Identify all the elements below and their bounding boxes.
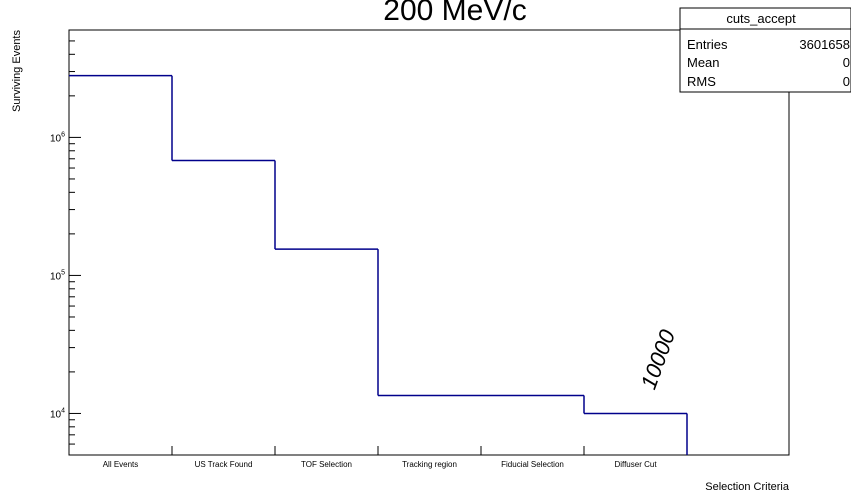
y-major-ticks [69, 136, 81, 414]
stats-box: cuts_accept Entries 3601658 Mean 0 RMS 0 [679, 7, 851, 93]
x-tick-label-2: TOF Selection [301, 460, 352, 469]
stats-entries-label: Entries [687, 37, 728, 52]
x-tick-label-0: All Events [103, 460, 139, 469]
stats-box-frame [679, 7, 851, 93]
stats-rms-value: 0 [843, 74, 850, 89]
x-tick-label-1: US Track Found [195, 460, 253, 469]
stats-entries-value: 3601658 [799, 37, 850, 52]
x-axis-title: Selection Criteria [705, 481, 790, 493]
stats-mean-label: Mean [687, 55, 720, 70]
stats-rms-label: RMS [687, 74, 716, 89]
x-ticks [68, 446, 688, 455]
x-tick-label-3: Tracking region [402, 460, 457, 469]
annotation-10000: 10000 [636, 326, 681, 393]
stats-box-title: cuts_accept [726, 11, 796, 26]
y-tick-label-0: 104 [50, 407, 65, 420]
chart-title: 200 MeV/c [383, 0, 526, 27]
x-tick-labels: All Events US Track Found TOF Selection Tra… [103, 460, 658, 469]
x-tick-label-5: Diffuser Cut [614, 460, 657, 469]
y-tick-labels: 104 105 106 [50, 131, 65, 420]
x-tick-label-4: Fiducial Selection [501, 460, 564, 469]
y-tick-label-1: 105 [50, 269, 65, 282]
plot-frame [68, 29, 790, 456]
y-tick-label-2: 106 [50, 131, 65, 144]
stats-mean-value: 0 [843, 55, 850, 70]
y-minor-ticks [69, 29, 75, 456]
y-axis-title: Surviving Events [11, 30, 23, 112]
series [69, 74, 688, 455]
